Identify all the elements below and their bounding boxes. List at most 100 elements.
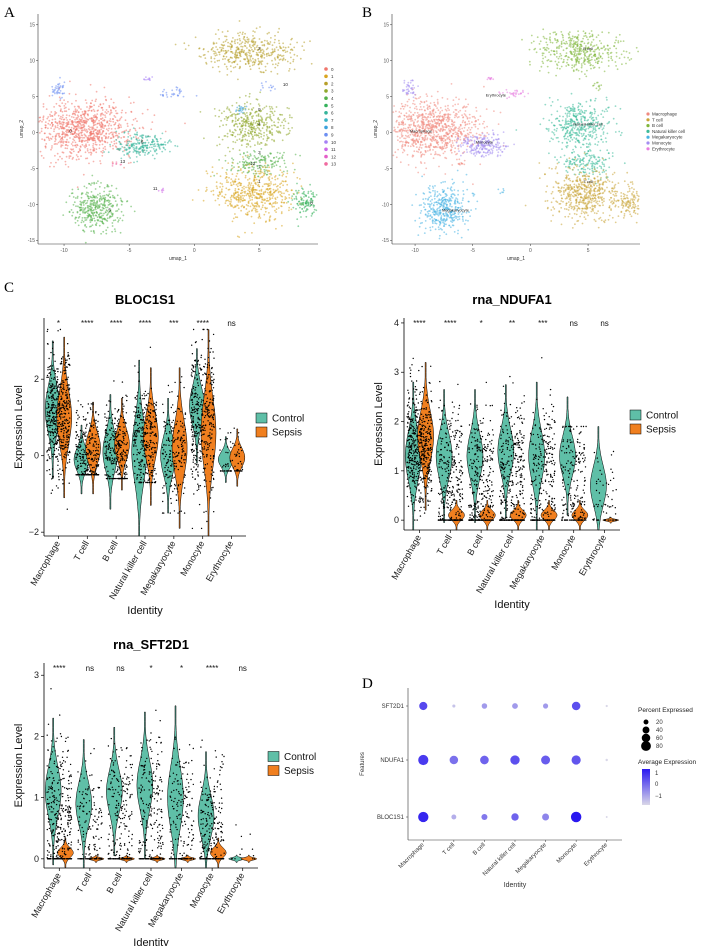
umap-point xyxy=(225,171,228,174)
umap-point xyxy=(275,106,278,108)
umap-point xyxy=(296,218,299,221)
umap-point xyxy=(274,66,277,69)
umap-point xyxy=(90,216,92,218)
umap-point xyxy=(253,191,256,194)
umap-point xyxy=(261,54,264,57)
umap-point xyxy=(434,146,436,149)
umap-point xyxy=(481,148,484,151)
umap-point xyxy=(132,151,135,153)
umap-point xyxy=(51,135,54,138)
umap-point xyxy=(438,165,440,168)
umap-point xyxy=(303,41,306,44)
umap-point xyxy=(102,103,105,105)
umap-point xyxy=(227,49,230,52)
umap-point xyxy=(72,116,75,119)
umap-point xyxy=(429,191,432,194)
umap-point xyxy=(120,126,122,128)
umap-point xyxy=(100,212,103,215)
umap-point xyxy=(405,85,408,88)
umap-point xyxy=(275,189,278,192)
umap-point xyxy=(568,31,571,33)
umap-point xyxy=(243,135,246,138)
umap-point xyxy=(442,134,445,137)
umap-point xyxy=(266,139,268,142)
umap-point xyxy=(111,165,114,167)
umap-point xyxy=(401,151,404,154)
umap-point xyxy=(505,88,508,91)
umap-point xyxy=(225,181,228,184)
umap-point xyxy=(117,220,119,223)
umap-point xyxy=(266,40,268,42)
umap-point xyxy=(149,150,152,153)
umap-point xyxy=(77,111,80,113)
umap-point xyxy=(453,202,456,205)
umap-point xyxy=(68,108,70,111)
umap-point xyxy=(99,212,102,215)
umap-point xyxy=(255,46,258,48)
umap-point xyxy=(444,173,447,175)
umap-point xyxy=(214,61,216,63)
umap-point xyxy=(160,143,163,146)
umap-point xyxy=(107,185,110,188)
umap-point xyxy=(300,199,303,201)
umap-point xyxy=(429,229,432,232)
umap-point xyxy=(220,112,223,115)
umap-point xyxy=(473,152,476,155)
umap-point xyxy=(86,216,89,219)
umap-point xyxy=(502,131,505,134)
umap-point xyxy=(248,183,251,185)
umap-point xyxy=(307,190,310,193)
umap-point xyxy=(135,152,138,155)
umap-point xyxy=(434,192,437,194)
umap-point xyxy=(231,104,234,107)
umap-point xyxy=(166,141,169,144)
umap-point xyxy=(60,118,63,121)
umap-point xyxy=(221,138,224,141)
umap-point xyxy=(423,101,426,103)
umap-point xyxy=(138,152,140,155)
umap-point xyxy=(54,111,56,113)
umap-point xyxy=(101,221,103,223)
umap-point xyxy=(100,232,102,235)
umap-point xyxy=(438,228,440,231)
umap-point xyxy=(237,182,240,185)
umap-point xyxy=(104,148,107,151)
umap-point xyxy=(142,146,145,149)
umap-point xyxy=(94,141,97,144)
umap-point xyxy=(265,123,267,126)
umap-point xyxy=(104,140,107,143)
umap-point xyxy=(82,137,84,139)
umap-point xyxy=(515,92,518,94)
umap-point xyxy=(44,121,47,123)
umap-point xyxy=(560,54,563,57)
umap-point xyxy=(252,35,254,37)
umap-point xyxy=(547,71,550,74)
umap-point xyxy=(268,198,271,201)
umap-point xyxy=(281,171,283,174)
umap-point xyxy=(496,138,499,141)
umap-point xyxy=(234,120,237,123)
umap-point xyxy=(133,133,136,136)
umap-point xyxy=(251,187,254,190)
umap-point xyxy=(54,87,57,89)
umap-point xyxy=(86,130,89,133)
umap-point xyxy=(451,123,454,126)
umap-point xyxy=(462,197,464,200)
umap-point xyxy=(48,139,51,142)
umap-point xyxy=(460,145,462,148)
umap-point xyxy=(266,127,269,129)
umap-point xyxy=(247,194,250,197)
umap-point xyxy=(421,144,424,146)
umap-point xyxy=(474,155,477,157)
umap-point xyxy=(100,182,102,184)
umap-point xyxy=(92,145,94,147)
umap-point xyxy=(111,225,114,227)
umap-point xyxy=(258,193,260,196)
umap-point xyxy=(462,193,465,196)
umap-point xyxy=(273,110,276,113)
umap-point xyxy=(118,140,121,143)
umap-point xyxy=(470,152,473,155)
umap-point xyxy=(246,114,249,117)
umap-point xyxy=(258,159,261,162)
umap-point xyxy=(90,204,93,206)
